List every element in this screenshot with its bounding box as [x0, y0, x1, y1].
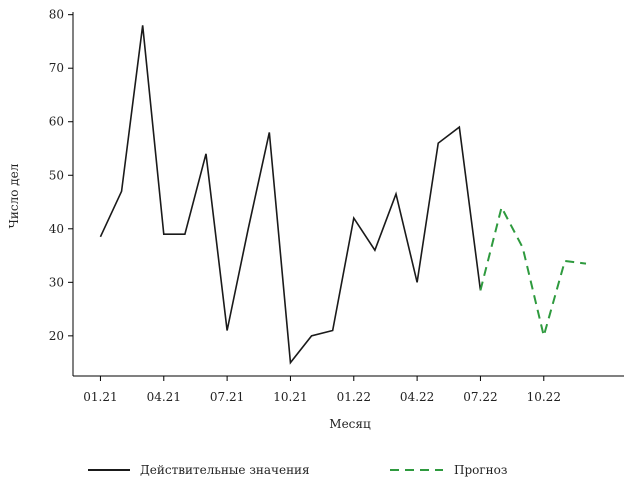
- x-tick-label: 10.22: [527, 390, 561, 404]
- x-tick-label: 01.21: [83, 390, 117, 404]
- y-tick-label: 20: [49, 329, 64, 343]
- x-tick-label: 01.22: [337, 390, 371, 404]
- legend-label-actual: Действительные значения: [140, 463, 310, 477]
- series-layer: [99, 25, 587, 365]
- y-axis-title: Число дел: [7, 163, 21, 228]
- actual-series-line: [99, 25, 482, 365]
- x-tick-label: 10.21: [273, 390, 307, 404]
- x-tick-label: 07.22: [463, 390, 497, 404]
- legend-label-forecast: Прогноз: [454, 463, 507, 477]
- y-tick-label: 40: [49, 222, 64, 236]
- x-axis-title: Месяц: [329, 417, 371, 431]
- y-tick-label: 60: [49, 115, 64, 129]
- y-tick-label: 80: [49, 8, 64, 22]
- plot-area: 20 30 40 50 60 70 80 01.21 04.21 07.21 10.21 01.22…: [49, 8, 624, 404]
- y-tick-label: 50: [49, 168, 64, 182]
- legend: Действительные значения Прогноз: [88, 463, 507, 477]
- x-tick-label: 07.21: [210, 390, 244, 404]
- y-tick-label: 70: [49, 61, 64, 75]
- forecast-series-line: [479, 204, 587, 340]
- legend-item-forecast: Прогноз: [390, 463, 507, 477]
- legend-item-actual: Действительные значения: [88, 463, 310, 477]
- x-axis-ticks: 01.21 04.21 07.21 10.21 01.22 04.22 07.22 10.22: [83, 376, 561, 404]
- x-tick-label: 04.22: [400, 390, 434, 404]
- y-axis-ticks: 20 30 40 50 60 70 80: [49, 8, 73, 343]
- y-tick-label: 30: [49, 275, 64, 289]
- x-tick-label: 04.21: [147, 390, 181, 404]
